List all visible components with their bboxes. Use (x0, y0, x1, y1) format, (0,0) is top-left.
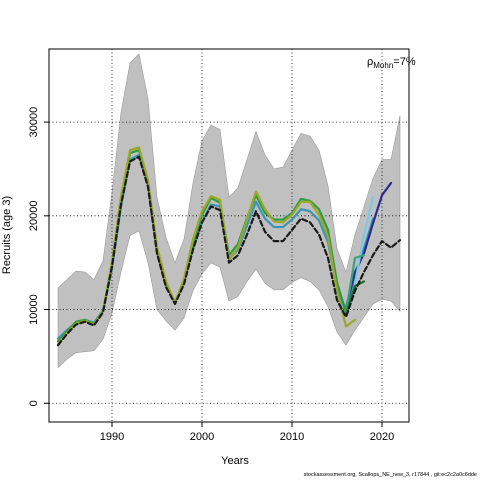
x-tick-label: 2000 (190, 431, 214, 443)
series-line-8 (56, 155, 402, 347)
ci-band-polygon (57, 53, 401, 369)
y-tick-label: 0 (28, 400, 40, 406)
y-axis-label: Recruits (age 3) (1, 196, 13, 274)
confidence-band (57, 53, 401, 369)
y-tick-label: 30000 (28, 107, 40, 138)
series-line-5 (344, 280, 366, 316)
y-tick-label: 10000 (28, 294, 40, 325)
mohn-rho-annotation: ρMohn=7% (367, 56, 416, 70)
x-tick-label: 2020 (370, 431, 394, 443)
grid (49, 49, 409, 422)
series-line-4 (344, 254, 366, 313)
footer-note: stockassessment.org, Scallops_NE_new_3, … (304, 472, 477, 478)
series-lines (56, 146, 402, 347)
x-axis: 1990 2000 2010 2020 (100, 422, 394, 443)
y-tick-label: 20000 (28, 201, 40, 232)
mohn-rho-symbol: ρ (367, 56, 373, 68)
series-line-3 (353, 195, 375, 285)
series-line-2 (344, 181, 393, 309)
mohn-rho-value: =7% (393, 56, 416, 68)
y-axis: 0 10000 20000 30000 (28, 107, 49, 406)
x-tick-label: 2010 (280, 431, 304, 443)
mohn-rho-subscript: Mohn (373, 61, 393, 70)
plot-frame (48, 48, 410, 423)
x-tick-label: 1990 (100, 431, 124, 443)
x-axis-label: Years (221, 455, 249, 467)
